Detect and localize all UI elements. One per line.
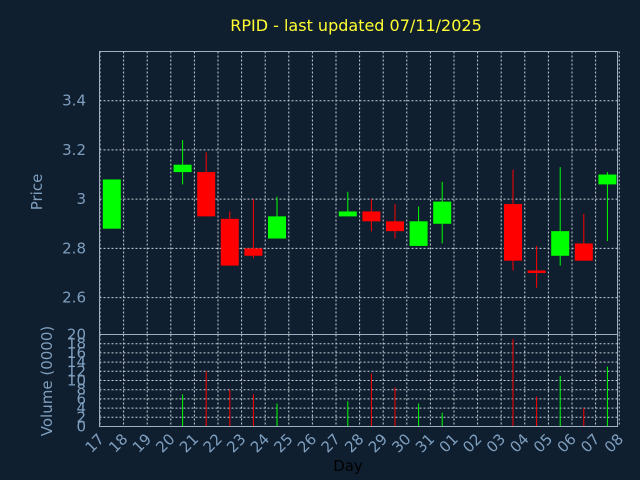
x-tick-label: 19 xyxy=(129,430,155,456)
candle-body xyxy=(338,211,357,217)
volume-y-tick-label: 4 xyxy=(76,399,86,417)
chart-title: RPID - last updated 07/11/2025 xyxy=(230,16,482,35)
volume-y-tick-label: 0 xyxy=(76,418,86,436)
volume-y-tick-label: 8 xyxy=(76,381,86,399)
volume-gridlines xyxy=(99,334,620,427)
x-tick-labels: 1718192021222324252627282930310102030405… xyxy=(82,430,627,456)
candles xyxy=(102,140,617,288)
candle-body xyxy=(362,211,381,222)
candle-body xyxy=(102,179,121,229)
x-tick-label: 20 xyxy=(152,430,178,456)
x-tick-label: 30 xyxy=(388,430,414,456)
x-tick-label: 06 xyxy=(554,430,580,456)
candle-body xyxy=(433,201,452,224)
x-tick-label: 03 xyxy=(483,430,509,456)
volume-y-tick-label: 18 xyxy=(67,335,86,353)
x-tick-label: 25 xyxy=(270,430,296,456)
x-tick-label: 31 xyxy=(412,430,438,456)
price-gridlines xyxy=(99,51,620,335)
x-tick-label: 26 xyxy=(294,430,320,456)
price-panel-frame xyxy=(99,51,618,335)
x-tick-label: 02 xyxy=(459,430,485,456)
volume-y-tick-label: 16 xyxy=(67,344,86,362)
candle-body xyxy=(386,221,404,232)
x-tick-label: 08 xyxy=(601,430,627,456)
price-y-tick-label: 2.6 xyxy=(62,289,86,307)
x-axis-label: Day xyxy=(333,457,363,475)
x-tick-label: 18 xyxy=(105,430,131,456)
price-y-tick-label: 3.2 xyxy=(62,141,86,159)
x-tick-label: 04 xyxy=(506,430,532,456)
candle-body xyxy=(244,248,263,256)
candle-body xyxy=(574,243,593,261)
candle-body xyxy=(197,172,216,217)
x-tick-label: 29 xyxy=(365,430,391,456)
candle-body xyxy=(551,231,570,256)
x-tick-label: 05 xyxy=(530,430,556,456)
volume-y-tick-label: 20 xyxy=(67,326,86,344)
volume-y-tick-label: 6 xyxy=(76,390,86,408)
x-tick-label: 23 xyxy=(223,430,249,456)
x-tick-label: 01 xyxy=(436,430,462,456)
candle-body xyxy=(527,270,546,273)
price-y-tick-label: 3 xyxy=(76,190,86,208)
candle-body xyxy=(598,174,617,185)
price-y-tick-label: 2.8 xyxy=(62,239,86,257)
volume-panel-frame xyxy=(99,334,618,427)
volume-axis-label: Volume (0000) xyxy=(38,326,56,436)
volume-y-tick-label: 14 xyxy=(67,353,86,371)
x-tick-label: 28 xyxy=(341,430,367,456)
candle-body xyxy=(504,204,522,261)
volume-bars xyxy=(182,339,608,427)
x-tick-label: 07 xyxy=(577,430,603,456)
x-tick-label: 21 xyxy=(176,430,202,456)
candle-body xyxy=(173,164,192,173)
price-y-tick-label: 3.4 xyxy=(62,92,86,110)
x-tick-label: 22 xyxy=(200,430,226,456)
volume-y-tick-label: 2 xyxy=(76,408,86,426)
volume-y-tick-label: 12 xyxy=(67,362,86,380)
price-y-tick-labels: 3.4 3.2 3 2.8 2.6 xyxy=(62,92,86,307)
price-axis-label: Price xyxy=(28,174,46,211)
volume-y-tick-label: 10 xyxy=(67,372,86,390)
candle-body xyxy=(268,216,286,239)
candle-body xyxy=(409,221,428,246)
x-tick-label: 27 xyxy=(318,430,344,456)
candle-body xyxy=(220,218,239,266)
x-tick-label: 24 xyxy=(247,430,273,456)
